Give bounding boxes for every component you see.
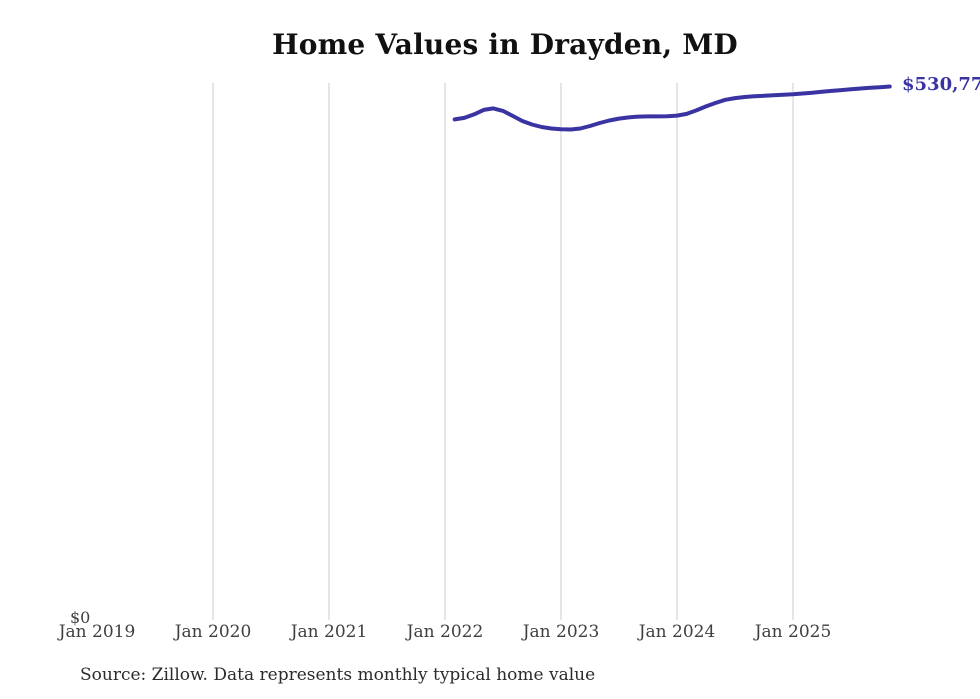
x-tick-label-2023: Jan 2023: [522, 622, 600, 642]
x-tick-label-2021: Jan 2021: [290, 622, 368, 642]
latest-value-label: $530,779: [902, 74, 980, 95]
x-tick-label-2024: Jan 2024: [638, 622, 716, 642]
y-axis-zero-label: $0: [70, 608, 91, 627]
chart-title: Home Values in Drayden, MD: [272, 28, 738, 61]
x-tick-label-2025: Jan 2025: [754, 622, 832, 642]
x-tick-label-2019: Jan 2019: [58, 622, 136, 642]
home-value-line: [452, 84, 892, 132]
x-tick-label-2022: Jan 2022: [406, 622, 484, 642]
x-tick-label-2020: Jan 2020: [174, 622, 252, 642]
source-note: Source: Zillow. Data represents monthly …: [80, 665, 596, 685]
